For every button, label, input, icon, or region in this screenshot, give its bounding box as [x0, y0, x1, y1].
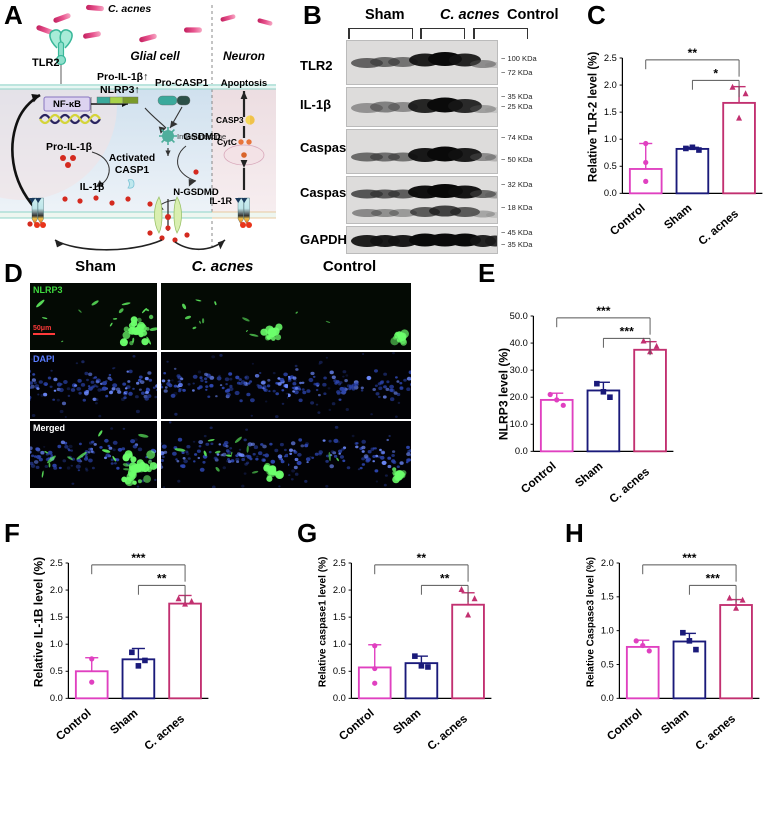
svg-text:2.5: 2.5: [50, 558, 63, 568]
svg-text:Relative Caspase3 level (%): Relative Caspase3 level (%): [585, 557, 596, 687]
svg-text:***: ***: [620, 325, 634, 339]
svg-text:**: **: [440, 572, 450, 586]
svg-text:1.0: 1.0: [333, 639, 346, 649]
svg-text:Control: Control: [605, 707, 645, 744]
svg-text:C. acnes: C. acnes: [696, 207, 741, 248]
svg-text:Pro-IL-1β: Pro-IL-1β: [46, 141, 93, 153]
svg-text:C. acnes: C. acnes: [425, 712, 470, 753]
svg-text:Control: Control: [519, 460, 559, 497]
svg-text:Sham: Sham: [573, 460, 606, 490]
svg-text:***: ***: [596, 304, 610, 318]
svg-text:0.5: 0.5: [604, 161, 617, 171]
svg-text:Sham: Sham: [391, 707, 424, 737]
svg-text:NLRP3↑: NLRP3↑: [100, 84, 140, 96]
svg-text:50.0: 50.0: [510, 311, 528, 321]
svg-text:Sham: Sham: [108, 707, 141, 737]
svg-text:2.0: 2.0: [604, 80, 617, 90]
svg-text:2.0: 2.0: [601, 558, 614, 568]
svg-text:Sham: Sham: [662, 202, 695, 232]
svg-text:Relative IL-1B level (%): Relative IL-1B level (%): [31, 557, 45, 687]
svg-text:20.0: 20.0: [510, 392, 528, 402]
svg-text:*: *: [713, 67, 718, 81]
svg-text:0.5: 0.5: [333, 666, 346, 676]
svg-text:GSDMD: GSDMD: [183, 132, 220, 143]
svg-text:1.0: 1.0: [601, 625, 614, 635]
svg-text:Sham: Sham: [659, 707, 692, 737]
svg-text:0.0: 0.0: [601, 693, 614, 703]
svg-text:NF-κB: NF-κB: [53, 99, 81, 110]
svg-text:Apoptosis: Apoptosis: [221, 78, 267, 89]
svg-text:***: ***: [682, 551, 696, 565]
svg-text:C. acnes: C. acnes: [142, 712, 187, 753]
svg-text:0.5: 0.5: [601, 659, 614, 669]
svg-text:Neuron: Neuron: [223, 49, 265, 63]
svg-text:Glial cell: Glial cell: [130, 49, 180, 63]
svg-text:30.0: 30.0: [510, 365, 528, 375]
svg-text:0.0: 0.0: [604, 188, 617, 198]
svg-text:0.0: 0.0: [515, 446, 528, 456]
svg-text:1.5: 1.5: [333, 612, 346, 622]
svg-text:Control: Control: [608, 202, 648, 239]
svg-text:40.0: 40.0: [510, 338, 528, 348]
svg-text:***: ***: [706, 572, 720, 586]
svg-text:Control: Control: [54, 707, 94, 744]
svg-text:CASP1: CASP1: [115, 165, 150, 176]
svg-text:Control: Control: [337, 707, 377, 744]
svg-text:1.0: 1.0: [50, 639, 63, 649]
svg-text:1.0: 1.0: [604, 134, 617, 144]
svg-text:2.0: 2.0: [333, 585, 346, 595]
svg-text:IL-1β: IL-1β: [80, 182, 105, 193]
svg-text:Relative caspase1 level (%): Relative caspase1 level (%): [317, 557, 328, 688]
svg-text:10.0: 10.0: [510, 419, 528, 429]
svg-text:0.5: 0.5: [50, 666, 63, 676]
svg-text:C. acnes: C. acnes: [108, 3, 151, 15]
svg-text:**: **: [157, 572, 167, 586]
svg-text:CASP3: CASP3: [216, 115, 244, 125]
svg-text:N-GSDMD: N-GSDMD: [173, 187, 219, 198]
svg-text:1.5: 1.5: [601, 592, 614, 602]
svg-text:2.5: 2.5: [604, 53, 617, 63]
svg-text:Pro-IL-1β↑: Pro-IL-1β↑: [97, 71, 148, 83]
svg-text:TLR2: TLR2: [32, 57, 60, 69]
svg-text:C. acnes: C. acnes: [693, 712, 738, 753]
svg-text:1.5: 1.5: [604, 107, 617, 117]
svg-text:**: **: [417, 551, 427, 565]
svg-text:**: **: [688, 46, 698, 60]
svg-text:C. acnes: C. acnes: [607, 465, 652, 506]
svg-text:0.0: 0.0: [50, 693, 63, 703]
svg-text:Activated: Activated: [109, 153, 155, 164]
svg-text:Relative TLR-2 level (%): Relative TLR-2 level (%): [587, 52, 599, 183]
svg-text:***: ***: [131, 551, 145, 565]
svg-text:2.5: 2.5: [333, 558, 346, 568]
svg-text:NLRP3 level (%): NLRP3 level (%): [496, 348, 510, 440]
svg-text:2.0: 2.0: [50, 585, 63, 595]
svg-text:Pro-CASP1: Pro-CASP1: [155, 78, 209, 89]
svg-text:0.0: 0.0: [333, 693, 346, 703]
svg-text:1.5: 1.5: [50, 612, 63, 622]
